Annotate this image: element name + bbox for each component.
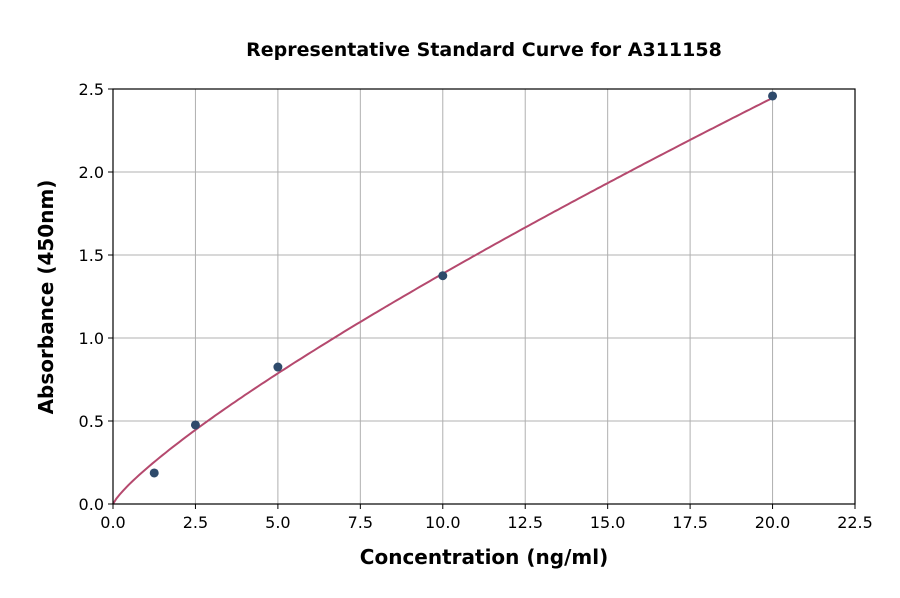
data-point: [190, 420, 200, 430]
x-tick-label: 10.0: [425, 513, 461, 532]
x-tick-label: 7.5: [348, 513, 373, 532]
x-tick-label: 22.5: [837, 513, 873, 532]
data-point: [273, 362, 283, 372]
x-tick-label: 5.0: [265, 513, 290, 532]
x-tick-label: 2.5: [183, 513, 208, 532]
y-tick-label: 1.0: [79, 329, 104, 348]
x-tick-label: 12.5: [507, 513, 543, 532]
y-tick-label: 2.5: [79, 80, 104, 99]
y-tick-label: 2.0: [79, 163, 104, 182]
data-points: [149, 91, 778, 478]
y-tick-label: 0.0: [79, 495, 104, 514]
y-tick-label: 0.5: [79, 412, 104, 431]
ticks: 0.0 2.5 5.0 7.5 10.0 12.5 15.0 17.5 20.0 22.5 0.0 0…: [79, 80, 873, 532]
x-axis-label: Concentration (ng/ml): [360, 545, 608, 569]
plot-frame: [112, 88, 856, 505]
chart-title: Representative Standard Curve for A31115…: [246, 39, 722, 61]
y-axis-label: Absorbance (450nm): [34, 180, 58, 415]
data-point: [768, 91, 778, 101]
x-tick-label: 15.0: [590, 513, 626, 532]
data-point: [438, 271, 448, 281]
x-tick-label: 0.0: [100, 513, 125, 532]
data-point: [149, 468, 159, 478]
x-tick-label: 20.0: [755, 513, 791, 532]
grid: [112, 88, 856, 505]
x-tick-label: 17.5: [672, 513, 708, 532]
y-tick-label: 1.5: [79, 246, 104, 265]
